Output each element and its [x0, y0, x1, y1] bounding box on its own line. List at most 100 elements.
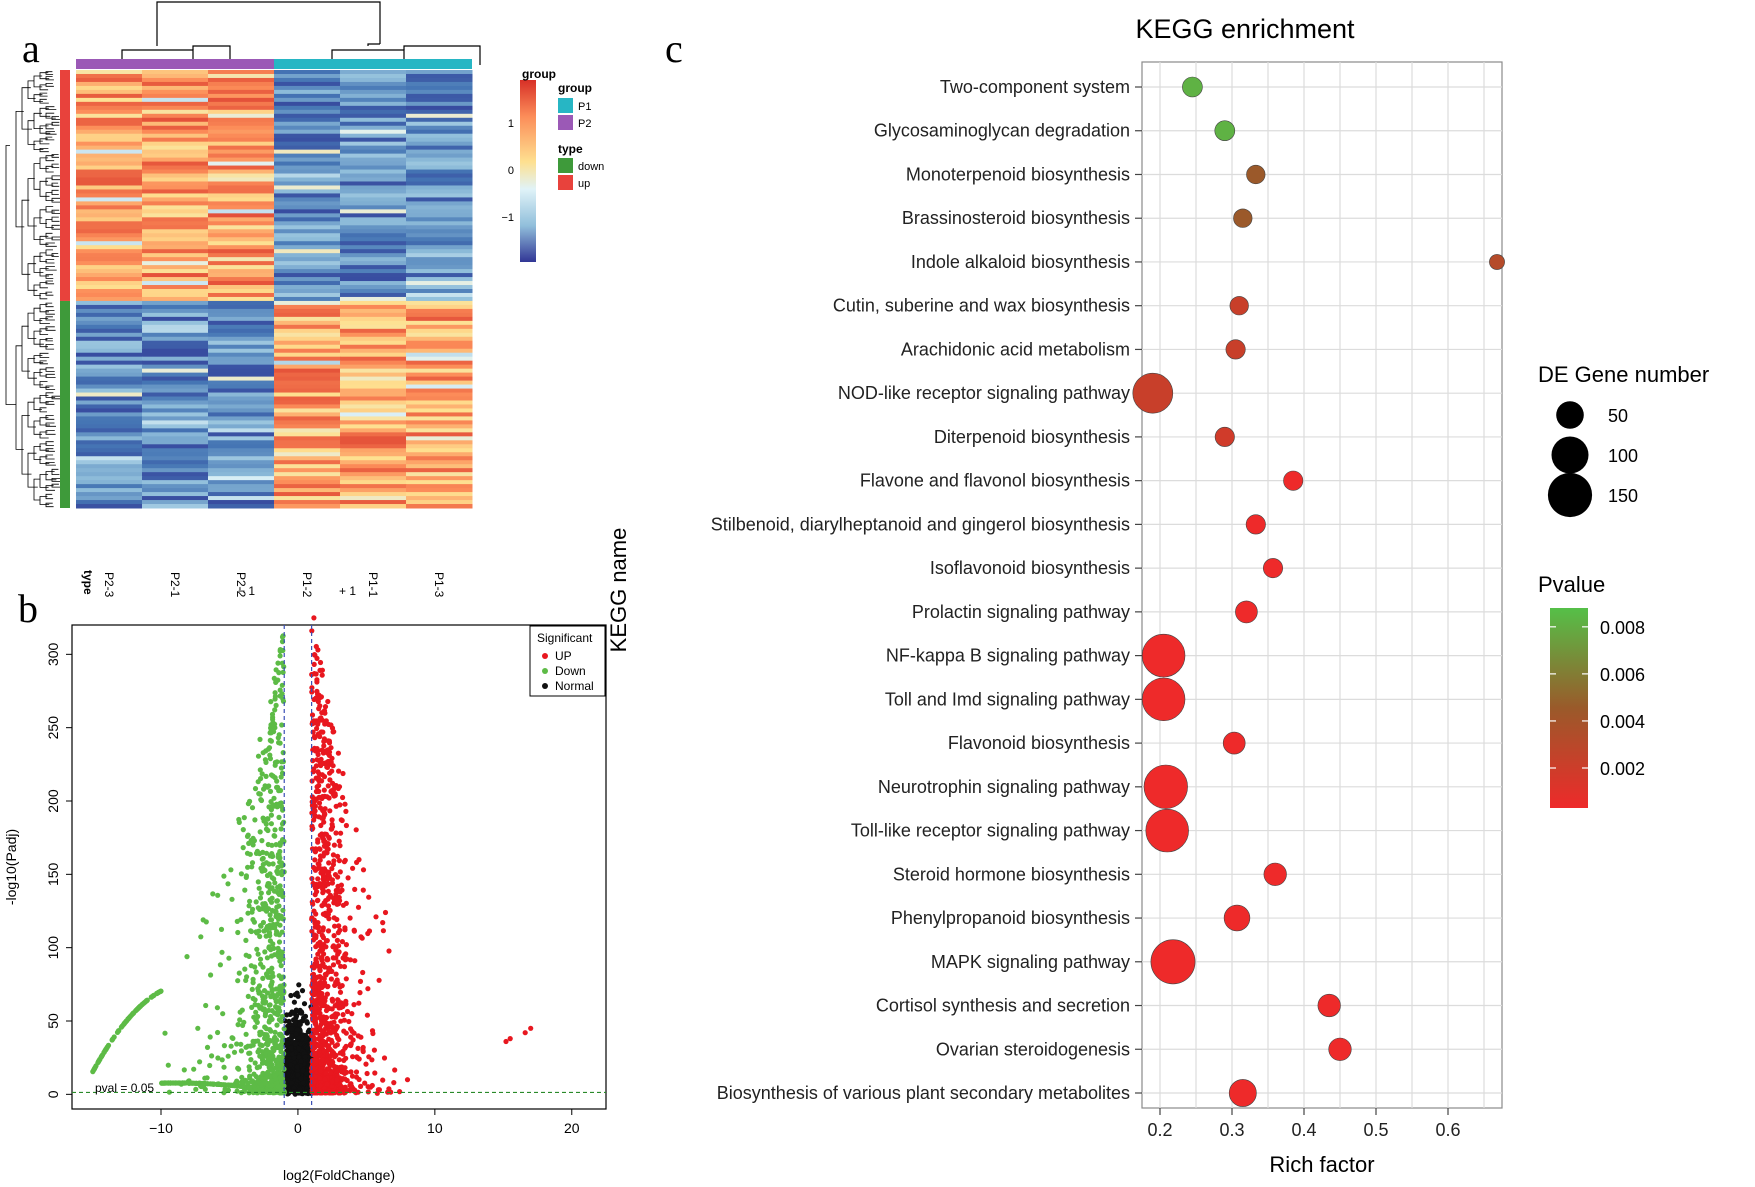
heatmap-cell	[406, 424, 473, 429]
volcano-point-normal	[304, 1035, 310, 1041]
volcano-point-normal	[294, 1027, 301, 1033]
volcano-point-up	[318, 756, 324, 762]
volcano-point-up	[360, 867, 367, 873]
volcano-point-up	[316, 706, 322, 712]
volcano-point-up	[357, 978, 364, 985]
volcano-point-down	[252, 1060, 258, 1066]
heatmap-cell	[340, 332, 407, 338]
volcano-point-up	[325, 783, 331, 789]
volcano-point-up	[329, 968, 335, 975]
volcano-point-up	[321, 738, 327, 745]
volcano-point-normal	[292, 1089, 298, 1095]
heatmap-cell	[208, 169, 275, 175]
heatmap-cell	[340, 396, 407, 401]
volcano-point-down	[258, 1087, 264, 1093]
kegg-x-tick-label: 0.3	[1219, 1120, 1244, 1140]
volcano-point-down	[225, 1082, 231, 1088]
volcano-point-normal	[284, 1012, 290, 1018]
volcano-point-down	[235, 929, 241, 936]
heatmap-cell	[142, 89, 209, 95]
heatmap-cell	[340, 237, 407, 242]
volcano-point-up	[322, 964, 328, 970]
volcano-point-down	[178, 1081, 184, 1087]
volcano-point-up	[324, 869, 330, 875]
heatmap-cell	[340, 428, 407, 433]
volcano-point-up	[335, 951, 341, 957]
volcano-point-up	[325, 738, 331, 744]
heatmap-cell	[406, 197, 473, 202]
heatmap-cell	[340, 105, 407, 111]
dendrogram-branch	[45, 136, 55, 141]
dendrogram-branch	[27, 401, 36, 428]
volcano-point-up	[332, 872, 339, 878]
volcano-point-down	[278, 826, 284, 832]
volcano-point-normal	[289, 1026, 295, 1032]
heatmap-cell	[76, 300, 143, 306]
volcano-point-normal	[302, 1054, 308, 1060]
heatmap-cell	[208, 105, 275, 111]
heatmap-cell	[208, 201, 275, 206]
heatmap-cell	[406, 233, 473, 238]
panel-letter-c: c	[665, 26, 683, 71]
dendrogram-branch	[45, 401, 55, 405]
heatmap-cell	[340, 257, 407, 262]
volcano-point-down	[263, 999, 269, 1005]
volcano-point-down	[204, 1044, 211, 1050]
heatmap-cell	[208, 213, 275, 218]
heatmap-cell	[208, 344, 275, 350]
volcano-point-down	[257, 736, 263, 743]
heatmap-cell	[406, 165, 473, 171]
heatmap-cell	[142, 261, 209, 266]
heatmap-cell	[406, 352, 473, 358]
dendrogram-branch	[45, 422, 56, 427]
volcano-legend-up: UP	[555, 649, 572, 663]
volcano-point-up	[317, 667, 323, 674]
heatmap-cell	[274, 105, 341, 111]
dendrogram-branch	[39, 148, 49, 153]
volcano-point-up	[381, 1055, 388, 1061]
heatmap-cell	[406, 85, 473, 91]
heatmap-cell	[208, 133, 275, 139]
heatmap-cell	[76, 444, 143, 449]
heatmap-cell	[274, 209, 341, 214]
volcano-point-down	[265, 1070, 271, 1076]
color-legend-title: Pvalue	[1538, 572, 1605, 597]
heatmap-cell	[208, 109, 275, 115]
heatmap-cell	[142, 320, 209, 326]
heatmap-cell	[406, 408, 473, 413]
heatmap-cell	[208, 292, 275, 298]
panel-letter-b: b	[18, 586, 38, 631]
volcano-point-up	[312, 867, 319, 873]
heatmap-cell	[208, 113, 275, 119]
volcano-point-down	[247, 1050, 253, 1056]
heatmap-cell	[142, 85, 209, 91]
dendrogram-branch	[45, 373, 56, 378]
volcano-point-up	[317, 1014, 323, 1020]
heatmap-cell	[76, 81, 143, 87]
dendrogram-branch	[45, 242, 57, 247]
volcano-point-down	[262, 1031, 268, 1038]
volcano-point-down	[244, 974, 250, 980]
heatmap-cell	[340, 476, 407, 481]
volcano-point-up	[365, 986, 371, 992]
heatmap-scale-tick: 0	[508, 165, 514, 177]
volcano-point-up	[335, 785, 341, 792]
heatmap-cell	[142, 416, 209, 421]
heatmap-cell	[76, 372, 143, 378]
heatmap-cell	[76, 113, 143, 119]
dendrogram-branch	[39, 328, 49, 335]
volcano-point-down	[277, 687, 283, 693]
volcano-point-down	[267, 756, 273, 762]
heatmap-cell	[274, 488, 341, 493]
heatmap-cell	[340, 352, 407, 358]
heatmap-cell	[208, 125, 275, 131]
type-bar-down	[60, 300, 70, 508]
heatmap-cell	[76, 265, 143, 270]
volcano-point-down	[245, 1043, 251, 1049]
size-legend-title: DE Gene number	[1538, 362, 1709, 387]
heatmap-cell	[406, 472, 473, 477]
heatmap-cell	[76, 504, 143, 509]
heatmap-cell	[76, 217, 143, 222]
group-bar-cell	[76, 59, 142, 69]
heatmap-cell	[340, 101, 407, 107]
